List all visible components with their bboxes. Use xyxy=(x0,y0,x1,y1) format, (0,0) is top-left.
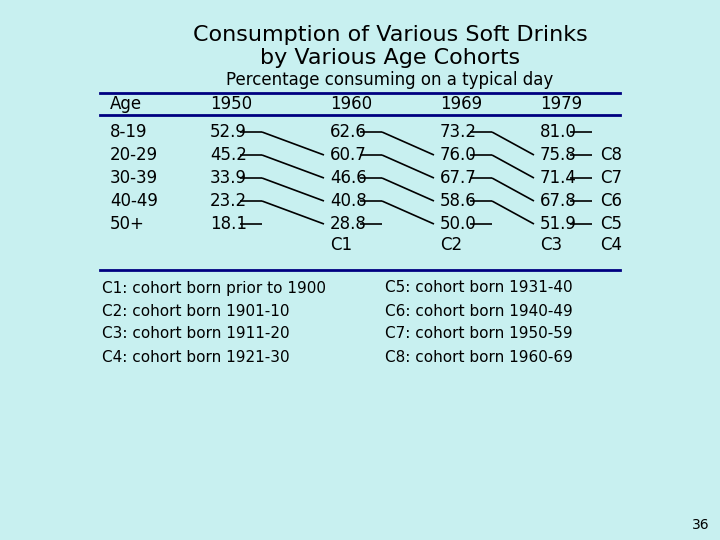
Text: C1: cohort born prior to 1900: C1: cohort born prior to 1900 xyxy=(102,280,326,295)
Text: 75.8: 75.8 xyxy=(540,146,577,164)
Text: 30-39: 30-39 xyxy=(110,169,158,187)
Text: C8: cohort born 1960-69: C8: cohort born 1960-69 xyxy=(385,349,573,364)
Text: by Various Age Cohorts: by Various Age Cohorts xyxy=(260,48,520,68)
Text: 1969: 1969 xyxy=(440,95,482,113)
Text: 45.2: 45.2 xyxy=(210,146,247,164)
Text: 28.8: 28.8 xyxy=(330,215,367,233)
Text: 46.6: 46.6 xyxy=(330,169,366,187)
Text: 1960: 1960 xyxy=(330,95,372,113)
Text: 1950: 1950 xyxy=(210,95,252,113)
Text: C7: cohort born 1950-59: C7: cohort born 1950-59 xyxy=(385,327,572,341)
Text: 20-29: 20-29 xyxy=(110,146,158,164)
Text: 1979: 1979 xyxy=(540,95,582,113)
Text: 52.9: 52.9 xyxy=(210,123,247,141)
Text: 76.0: 76.0 xyxy=(440,146,477,164)
Text: C4: cohort born 1921-30: C4: cohort born 1921-30 xyxy=(102,349,289,364)
Text: 23.2: 23.2 xyxy=(210,192,247,210)
Text: 50+: 50+ xyxy=(110,215,145,233)
Text: Consumption of Various Soft Drinks: Consumption of Various Soft Drinks xyxy=(193,25,588,45)
Text: 33.9: 33.9 xyxy=(210,169,247,187)
Text: 62.6: 62.6 xyxy=(330,123,367,141)
Text: C4: C4 xyxy=(600,236,622,254)
Text: Age: Age xyxy=(110,95,142,113)
Text: C5: cohort born 1931-40: C5: cohort born 1931-40 xyxy=(385,280,572,295)
Text: C3: C3 xyxy=(540,236,562,254)
Text: C8: C8 xyxy=(600,146,622,164)
Text: C3: cohort born 1911-20: C3: cohort born 1911-20 xyxy=(102,327,289,341)
Text: 73.2: 73.2 xyxy=(440,123,477,141)
Text: 81.0: 81.0 xyxy=(540,123,577,141)
Text: 60.7: 60.7 xyxy=(330,146,366,164)
Text: 18.1: 18.1 xyxy=(210,215,247,233)
Text: 8-19: 8-19 xyxy=(110,123,148,141)
Text: C7: C7 xyxy=(600,169,622,187)
Text: C5: C5 xyxy=(600,215,622,233)
Text: 71.4: 71.4 xyxy=(540,169,577,187)
Text: C1: C1 xyxy=(330,236,352,254)
Text: 58.6: 58.6 xyxy=(440,192,477,210)
Text: 40-49: 40-49 xyxy=(110,192,158,210)
Text: C2: C2 xyxy=(440,236,462,254)
Text: C6: C6 xyxy=(600,192,622,210)
Text: C6: cohort born 1940-49: C6: cohort born 1940-49 xyxy=(385,303,572,319)
Text: 67.7: 67.7 xyxy=(440,169,477,187)
Text: 51.9: 51.9 xyxy=(540,215,577,233)
Text: Percentage consuming on a typical day: Percentage consuming on a typical day xyxy=(226,71,554,89)
Text: 40.8: 40.8 xyxy=(330,192,366,210)
Text: C2: cohort born 1901-10: C2: cohort born 1901-10 xyxy=(102,303,289,319)
Text: 50.0: 50.0 xyxy=(440,215,477,233)
Text: 67.8: 67.8 xyxy=(540,192,577,210)
Text: 36: 36 xyxy=(693,518,710,532)
